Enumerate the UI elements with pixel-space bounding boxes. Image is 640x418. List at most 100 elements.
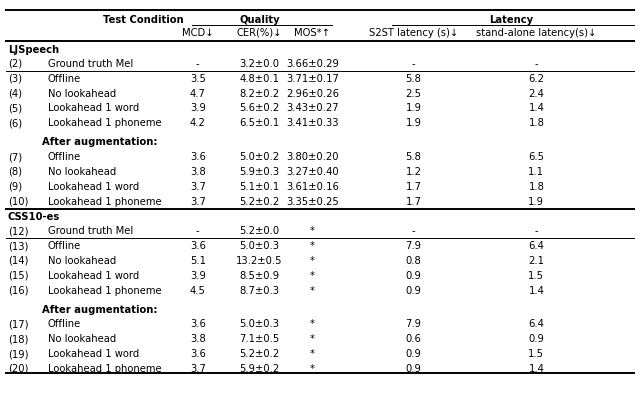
Text: Lookahead 1 word: Lookahead 1 word — [48, 271, 140, 281]
Text: 1.7: 1.7 — [406, 196, 422, 206]
Text: 3.2±0.0: 3.2±0.0 — [239, 59, 279, 69]
Text: No lookahead: No lookahead — [48, 89, 116, 99]
Text: After augmentation:: After augmentation: — [42, 305, 157, 315]
Text: 3.6: 3.6 — [190, 152, 205, 162]
Text: 8.7±0.3: 8.7±0.3 — [239, 285, 279, 296]
Text: 3.6: 3.6 — [190, 241, 205, 251]
Text: CER(%)↓: CER(%)↓ — [236, 28, 282, 38]
Text: MCD↓: MCD↓ — [182, 28, 214, 38]
Text: No lookahead: No lookahead — [48, 167, 116, 177]
Text: Latency: Latency — [490, 15, 533, 25]
Text: 0.8: 0.8 — [406, 256, 421, 266]
Text: MOS*↑: MOS*↑ — [294, 28, 330, 38]
Text: 1.2: 1.2 — [406, 167, 422, 177]
Text: 1.4: 1.4 — [529, 364, 544, 374]
Text: LJSpeech: LJSpeech — [8, 45, 59, 55]
Text: CSS10-es: CSS10-es — [8, 212, 60, 222]
Text: 3.27±0.40: 3.27±0.40 — [286, 167, 339, 177]
Text: 7.1±0.5: 7.1±0.5 — [239, 334, 279, 344]
Text: 7.9: 7.9 — [406, 241, 422, 251]
Text: 1.8: 1.8 — [529, 118, 544, 128]
Text: *: * — [310, 319, 315, 329]
Text: Lookahead 1 phoneme: Lookahead 1 phoneme — [48, 196, 162, 206]
Text: 4.8±0.1: 4.8±0.1 — [239, 74, 279, 84]
Text: *: * — [310, 256, 315, 266]
Text: 6.4: 6.4 — [529, 241, 544, 251]
Text: Offline: Offline — [48, 152, 81, 162]
Text: 0.9: 0.9 — [529, 334, 544, 344]
Text: 5.0±0.2: 5.0±0.2 — [239, 152, 279, 162]
Text: (7): (7) — [8, 152, 22, 162]
Text: 5.2±0.0: 5.2±0.0 — [239, 226, 279, 236]
Text: 1.9: 1.9 — [529, 196, 545, 206]
Text: 0.6: 0.6 — [406, 334, 421, 344]
Text: Offline: Offline — [48, 241, 81, 251]
Text: 5.0±0.3: 5.0±0.3 — [239, 241, 279, 251]
Text: 3.8: 3.8 — [190, 167, 205, 177]
Text: (8): (8) — [8, 167, 22, 177]
Text: *: * — [310, 226, 315, 236]
Text: stand-alone latency(s)↓: stand-alone latency(s)↓ — [476, 28, 596, 38]
Text: 2.4: 2.4 — [529, 89, 544, 99]
Text: 5.1: 5.1 — [189, 256, 206, 266]
Text: 3.71±0.17: 3.71±0.17 — [286, 74, 339, 84]
Text: (17): (17) — [8, 319, 28, 329]
Text: (9): (9) — [8, 182, 22, 192]
Text: Lookahead 1 phoneme: Lookahead 1 phoneme — [48, 118, 162, 128]
Text: (14): (14) — [8, 256, 28, 266]
Text: Offline: Offline — [48, 319, 81, 329]
Text: 3.6: 3.6 — [190, 319, 205, 329]
Text: 13.2±0.5: 13.2±0.5 — [236, 256, 282, 266]
Text: (2): (2) — [8, 59, 22, 69]
Text: (4): (4) — [8, 89, 22, 99]
Text: (13): (13) — [8, 241, 28, 251]
Text: 5.8: 5.8 — [406, 152, 421, 162]
Text: 1.4: 1.4 — [529, 103, 544, 113]
Text: *: * — [310, 349, 315, 359]
Text: 0.9: 0.9 — [406, 271, 421, 281]
Text: 4.7: 4.7 — [190, 89, 205, 99]
Text: 5.2±0.2: 5.2±0.2 — [239, 349, 279, 359]
Text: 2.1: 2.1 — [529, 256, 545, 266]
Text: 1.9: 1.9 — [406, 118, 422, 128]
Text: 3.7: 3.7 — [190, 364, 205, 374]
Text: -: - — [196, 59, 200, 69]
Text: 3.41±0.33: 3.41±0.33 — [286, 118, 339, 128]
Text: No lookahead: No lookahead — [48, 334, 116, 344]
Text: -: - — [412, 59, 415, 69]
Text: (10): (10) — [8, 196, 28, 206]
Text: 5.9±0.3: 5.9±0.3 — [239, 167, 279, 177]
Text: 3.6: 3.6 — [190, 349, 205, 359]
Text: (15): (15) — [8, 271, 28, 281]
Text: 2.96±0.26: 2.96±0.26 — [286, 89, 339, 99]
Text: 5.6±0.2: 5.6±0.2 — [239, 103, 279, 113]
Text: (19): (19) — [8, 349, 28, 359]
Text: -: - — [412, 226, 415, 236]
Text: 3.80±0.20: 3.80±0.20 — [286, 152, 339, 162]
Text: -: - — [196, 226, 200, 236]
Text: 8.5±0.9: 8.5±0.9 — [239, 271, 279, 281]
Text: *: * — [310, 334, 315, 344]
Text: 1.4: 1.4 — [529, 285, 544, 296]
Text: 3.61±0.16: 3.61±0.16 — [286, 182, 339, 192]
Text: 3.35±0.25: 3.35±0.25 — [286, 196, 339, 206]
Text: 1.9: 1.9 — [406, 103, 422, 113]
Text: Test Condition: Test Condition — [103, 15, 184, 25]
Text: 8.2±0.2: 8.2±0.2 — [239, 89, 279, 99]
Text: *: * — [310, 285, 315, 296]
Text: 7.9: 7.9 — [406, 319, 422, 329]
Text: 5.8: 5.8 — [406, 74, 421, 84]
Text: *: * — [310, 364, 315, 374]
Text: Ground truth Mel: Ground truth Mel — [48, 226, 133, 236]
Text: 5.1±0.1: 5.1±0.1 — [239, 182, 279, 192]
Text: 3.7: 3.7 — [190, 182, 205, 192]
Text: Quality: Quality — [239, 15, 280, 25]
Text: 6.2: 6.2 — [529, 74, 545, 84]
Text: (5): (5) — [8, 103, 22, 113]
Text: 6.5±0.1: 6.5±0.1 — [239, 118, 279, 128]
Text: Lookahead 1 phoneme: Lookahead 1 phoneme — [48, 285, 162, 296]
Text: S2ST latency (s)↓: S2ST latency (s)↓ — [369, 28, 458, 38]
Text: Lookahead 1 word: Lookahead 1 word — [48, 182, 140, 192]
Text: 0.9: 0.9 — [406, 364, 421, 374]
Text: 1.5: 1.5 — [529, 271, 545, 281]
